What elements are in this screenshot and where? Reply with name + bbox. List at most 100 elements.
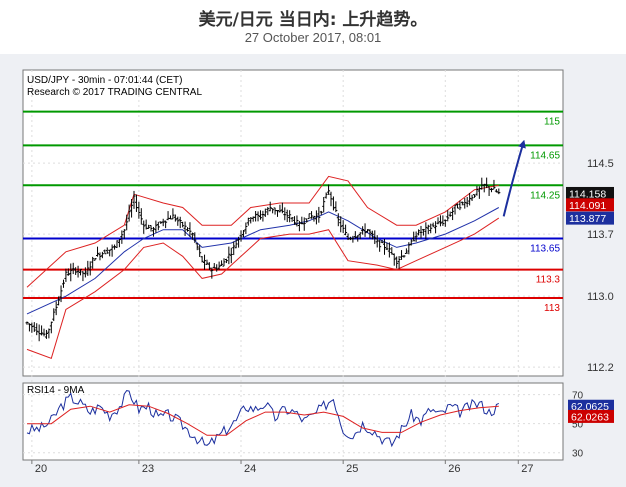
price-bar <box>336 213 340 227</box>
level-label-4: 113.3 <box>536 275 561 286</box>
price-bar <box>44 329 48 339</box>
price-bar <box>331 196 335 211</box>
upper-band-line <box>26 175 499 288</box>
level-label-0: 115 <box>544 117 560 128</box>
level-label-3: 113.65 <box>530 244 560 255</box>
price-bar <box>154 220 158 233</box>
y-tick-label-2: 113.7 <box>587 229 614 241</box>
price-bar <box>319 210 323 215</box>
price-tag-bg-2 <box>566 211 614 225</box>
axis-labels: 112.2 113.0 113.7 114.5 20 23 24 25 26 27 <box>31 158 614 475</box>
price-bar <box>193 232 197 243</box>
x-tick-label-0: 20 <box>35 463 47 475</box>
price-bar <box>263 208 267 217</box>
rsi-tag-bg-1 <box>568 409 614 423</box>
price-bar <box>351 235 355 243</box>
x-tick-label-2: 24 <box>244 463 256 475</box>
price-bar <box>234 239 238 249</box>
price-bar <box>285 209 289 223</box>
price-bar <box>178 216 182 229</box>
price-bar <box>494 189 498 193</box>
lower-band-line <box>26 217 500 359</box>
indicator-title: RSI14 - 9MA <box>27 385 85 396</box>
price-bar <box>203 254 207 270</box>
forecast-arrow <box>502 139 526 217</box>
x-tick-label-5: 27 <box>521 463 533 475</box>
price-bar <box>246 217 250 226</box>
price-bar <box>190 232 194 240</box>
price-tag-label-2: 113.877 <box>569 213 606 225</box>
price-bar <box>173 214 177 222</box>
price-bar <box>176 216 180 226</box>
price-bar <box>229 247 233 264</box>
price-bar <box>52 308 56 322</box>
rsi-ma-line <box>27 404 499 436</box>
price-bar <box>100 251 104 259</box>
price-bar <box>397 256 401 269</box>
price-bar <box>446 210 450 222</box>
price-bar <box>380 239 384 244</box>
level-label-2: 114.25 <box>530 190 560 201</box>
price-bar <box>426 224 430 235</box>
price-bar <box>137 201 141 219</box>
price-bar <box>497 188 501 195</box>
rsi-tick-label-0: 70 <box>572 391 584 402</box>
price-bar <box>186 227 190 232</box>
price-bar <box>210 267 214 279</box>
price-bar <box>188 222 192 237</box>
page-title: 美元/日元 当日内: 上升趋势。 <box>198 10 428 30</box>
price-bar <box>217 261 221 270</box>
price-bar <box>470 194 474 201</box>
level-label-1: 114.65 <box>530 150 560 161</box>
price-bar <box>278 204 282 213</box>
price-bar <box>69 263 73 282</box>
price-bar <box>280 202 284 214</box>
price-tag-label-0: 114.158 <box>569 188 606 200</box>
chart-copyright: Research © 2017 TRADING CENTRAL <box>27 87 202 98</box>
usdjpy-chart: 115 114.65 114.25 113.65 113.3 113 114.158 114… <box>22 69 614 475</box>
price-bar <box>35 323 39 336</box>
price-bar <box>156 221 160 231</box>
price-bar <box>147 224 151 229</box>
page-header: 美元/日元 当日内: 上升趋势。 27 October 2017, 08:01 <box>0 0 626 54</box>
price-bar <box>429 223 433 234</box>
price-bar <box>227 246 231 265</box>
x-tick-label-3: 25 <box>346 463 358 475</box>
price-bar <box>339 216 343 233</box>
rsi-tick-label-2: 30 <box>572 449 584 460</box>
price-bar <box>458 200 462 211</box>
price-bar <box>105 247 109 254</box>
price-bar <box>239 230 243 242</box>
price-bar <box>113 244 117 250</box>
price-bar <box>404 248 408 254</box>
price-bar <box>383 238 387 255</box>
price-bar <box>79 268 83 276</box>
price-bar <box>258 210 262 220</box>
rsi-tag-bg-0 <box>568 399 614 413</box>
price-bar <box>125 214 129 231</box>
support-resistance-levels: 115 114.65 114.25 113.65 113.3 113 <box>23 110 563 314</box>
price-bar <box>419 225 423 239</box>
y-tick-label-3: 114.5 <box>587 158 614 170</box>
price-bar <box>482 183 486 193</box>
level-label-5: 113 <box>544 303 560 314</box>
price-bar <box>314 210 318 225</box>
price-bar <box>120 230 124 244</box>
price-panel <box>22 69 564 377</box>
price-bar <box>59 285 63 303</box>
price-bar <box>93 258 97 261</box>
price-bar <box>475 185 479 196</box>
price-bar <box>139 208 143 225</box>
bollinger-bands <box>26 175 500 359</box>
price-bar <box>103 249 107 255</box>
price-bar <box>117 239 121 248</box>
price-bar <box>76 265 80 278</box>
price-bar <box>25 321 29 325</box>
price-bar <box>222 258 226 267</box>
price-bar <box>57 296 61 306</box>
price-bar <box>363 223 367 237</box>
price-bar <box>378 240 382 252</box>
price-bar <box>455 203 459 209</box>
price-tag-bg-0 <box>566 186 614 200</box>
price-bar <box>448 211 452 217</box>
